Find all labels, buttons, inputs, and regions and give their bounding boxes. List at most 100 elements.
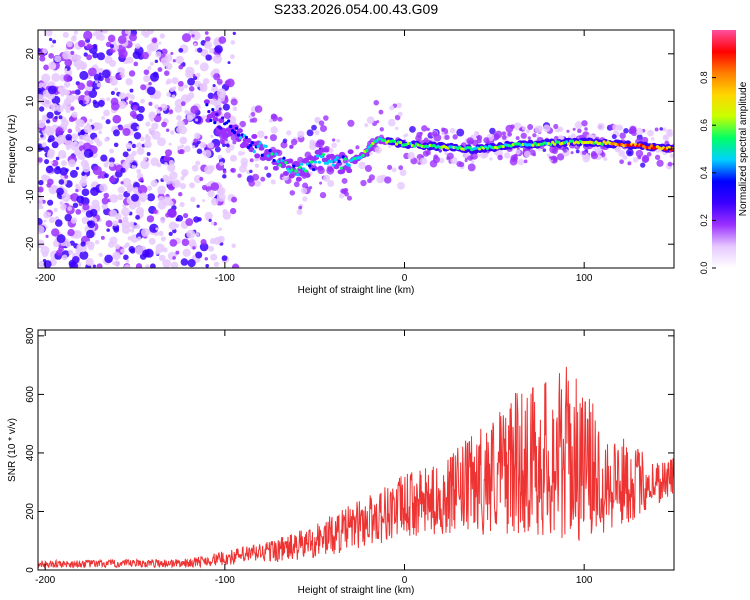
figure-title: S233.2026.054.00.43.G09 [274, 1, 438, 17]
noise-blob [187, 258, 196, 268]
noise-blob [166, 78, 172, 85]
ridge-core [319, 155, 324, 159]
noise-blob [105, 119, 111, 125]
ridge-outer [304, 172, 311, 178]
noise-blob [95, 30, 103, 38]
noise-blob [82, 164, 91, 173]
snr-series-line [38, 366, 674, 569]
colorbar-tick-label: 0.4 [699, 167, 709, 180]
noise-blob [181, 238, 190, 247]
noise-blob [52, 39, 57, 44]
noise-blob [114, 254, 118, 258]
noise-blob [168, 221, 178, 231]
noise-blob [96, 82, 102, 88]
noise-blob [194, 80, 202, 88]
noise-blob [38, 260, 46, 268]
noise-blob [172, 179, 181, 188]
noise-blob [138, 146, 142, 151]
spectral-blob [522, 126, 527, 131]
noise-blob [61, 254, 68, 261]
noise-blob [202, 77, 210, 85]
ridge-outer [212, 116, 219, 122]
ridge-core [331, 163, 335, 167]
spectral-blob [252, 173, 260, 181]
spectral-blob [394, 114, 401, 121]
noise-blob [146, 193, 156, 202]
noise-blob [101, 197, 109, 205]
spectrogram-xtick-label: 100 [576, 273, 593, 284]
spectral-blob [444, 134, 450, 141]
noise-blob [111, 102, 120, 111]
noise-blob [56, 134, 67, 145]
noise-blob [44, 251, 49, 256]
ridge-core [306, 162, 310, 166]
ridge-core [227, 119, 231, 123]
noise-blob [70, 217, 78, 224]
noise-blob [143, 69, 150, 75]
spectral-blob [297, 130, 305, 139]
noise-blob [40, 134, 44, 138]
ridge-core [207, 110, 211, 114]
noise-blob [154, 59, 159, 64]
ridge-core [321, 152, 326, 157]
spectral-blob [280, 141, 288, 149]
noise-blob [132, 104, 138, 111]
ridge-core [371, 141, 375, 146]
spectral-blob [623, 128, 629, 134]
ridge-core [329, 160, 333, 164]
noise-blob [69, 106, 75, 111]
noise-blob [192, 246, 196, 250]
ridge-core [308, 164, 312, 168]
noise-blob [183, 84, 188, 89]
ridge-core [280, 158, 284, 162]
snr-ytick-label: 800 [25, 327, 36, 344]
noise-blob [104, 55, 113, 64]
spectral-blob [290, 138, 298, 146]
noise-blob [100, 154, 108, 162]
ridge-core [649, 144, 654, 148]
noise-blob [143, 75, 151, 83]
noise-blob [154, 250, 160, 255]
noise-blob [191, 30, 201, 41]
noise-blob [59, 167, 68, 176]
spectral-blob [419, 131, 423, 135]
spectral-blob [452, 134, 458, 140]
noise-blob [176, 214, 184, 222]
spectral-blob [398, 165, 404, 171]
noise-blob [111, 75, 116, 80]
noise-blob [114, 87, 118, 92]
noise-blob [138, 105, 145, 113]
ridge-core [300, 162, 304, 166]
noise-blob [72, 54, 80, 62]
spectral-blob [311, 124, 317, 131]
spectral-blob [603, 156, 608, 161]
spectrogram-xtick-label: -100 [215, 273, 235, 284]
noise-blob [101, 30, 109, 34]
ridge-core [313, 160, 318, 164]
noise-blob [118, 49, 128, 59]
noise-blob [38, 87, 42, 93]
noise-blob [191, 164, 199, 172]
noise-blob [106, 97, 111, 102]
noise-blob [108, 157, 115, 164]
ridge-core [282, 156, 286, 160]
ridge-core [310, 160, 314, 164]
noise-blob [196, 204, 200, 208]
noise-blob [148, 128, 152, 132]
noise-blob [97, 175, 102, 179]
spectral-blob [520, 132, 527, 139]
noise-blob [98, 130, 103, 135]
spectral-blob [249, 118, 254, 123]
spectral-blob [210, 134, 214, 138]
noise-blob [46, 111, 54, 119]
spectral-blob [217, 154, 222, 160]
spectral-blob [550, 157, 554, 161]
spectral-blob [230, 167, 236, 173]
noise-blob [153, 114, 162, 123]
spectral-blob [662, 127, 667, 132]
ridge-outer [288, 173, 295, 179]
spectral-blob [582, 154, 591, 163]
spectral-blob [269, 134, 277, 142]
spectral-blob [269, 118, 273, 123]
spectral-blob [266, 172, 272, 178]
